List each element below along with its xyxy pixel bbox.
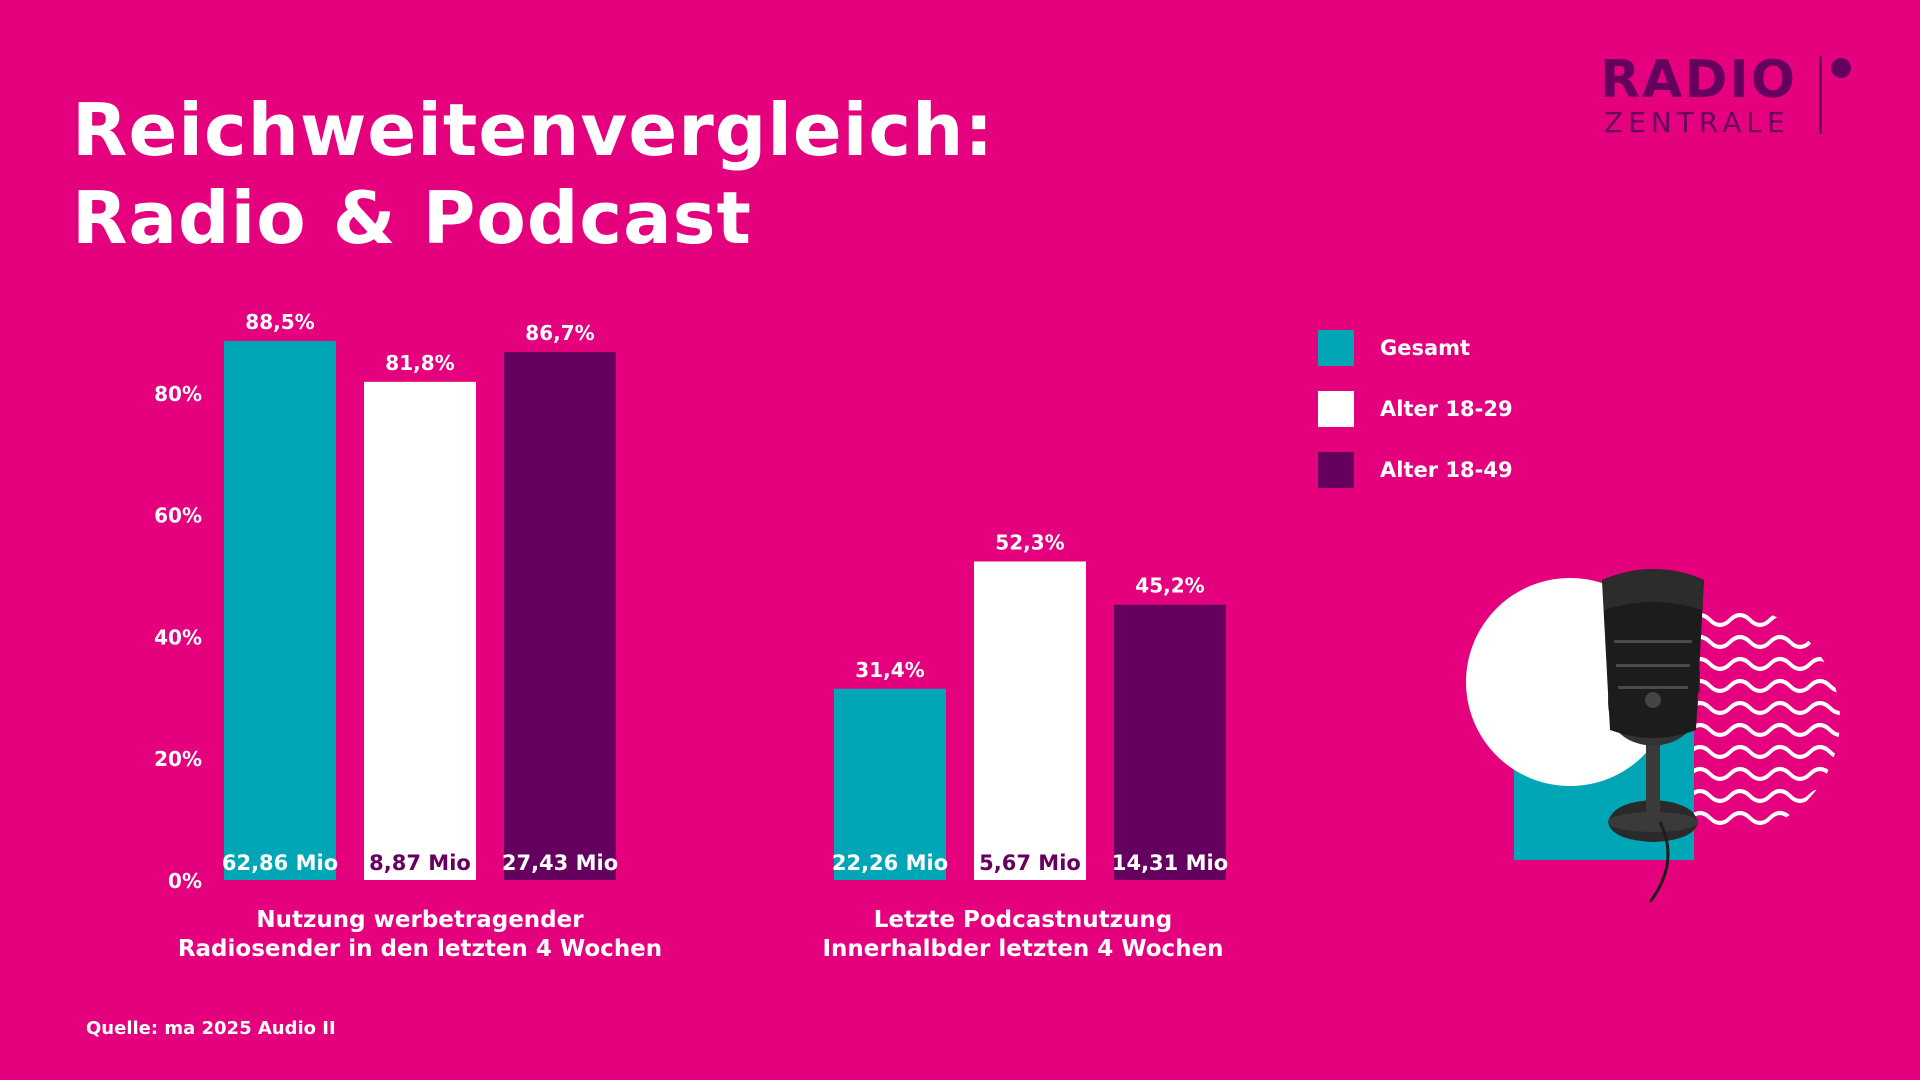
microphone-icon [1602, 569, 1704, 903]
base-label: 22,26 Mio [832, 851, 948, 875]
data-label: 88,5% [245, 310, 314, 334]
title-line-2: Radio & Podcast [72, 176, 752, 260]
category-label-podcast: Letzte Podcastnutzung Innerhalbder letzt… [743, 906, 1303, 964]
base-label: 27,43 Mio [502, 851, 618, 875]
microphone-illustration [1466, 569, 1840, 903]
category-label-podcast-line-2: Innerhalbder letzten 4 Wochen [822, 936, 1224, 962]
category-label-radio-line-1: Nutzung werbetragender [256, 907, 584, 933]
bar [364, 381, 476, 880]
y-tick-label: 0% [168, 869, 202, 893]
bar [974, 561, 1086, 880]
bar [834, 688, 946, 880]
legend-label-alter-18-49: Alter 18-49 [1380, 458, 1513, 482]
y-tick-label: 80% [154, 382, 202, 406]
data-label: 31,4% [855, 658, 924, 682]
base-label: 5,67 Mio [979, 851, 1081, 875]
logo-word-radio: RADIO [1600, 50, 1798, 110]
bar [504, 351, 616, 880]
data-label: 52,3% [995, 530, 1064, 554]
data-label: 86,7% [525, 321, 594, 345]
category-label-radio: Nutzung werbetragender Radiosender in de… [140, 906, 700, 964]
legend-swatch-alter-18-49 [1318, 452, 1354, 488]
data-label: 45,2% [1135, 574, 1204, 598]
y-tick-label: 40% [154, 625, 202, 649]
logo-divider [1819, 56, 1822, 134]
bar [1114, 604, 1226, 880]
page-title: Reichweitenvergleich: Radio & Podcast [72, 86, 994, 262]
legend-swatch-gesamt [1318, 330, 1354, 366]
logo-word-zentrale: ZENTRALE [1604, 106, 1790, 139]
legend-label-alter-18-29: Alter 18-29 [1380, 397, 1513, 421]
bar [224, 341, 336, 880]
logo-dot-icon [1831, 58, 1851, 78]
base-label: 8,87 Mio [369, 851, 471, 875]
category-label-podcast-line-1: Letzte Podcastnutzung [873, 907, 1173, 933]
y-tick-label: 20% [154, 747, 202, 771]
data-label: 81,8% [385, 351, 454, 375]
y-tick-label: 60% [154, 504, 202, 528]
category-label-radio-line-2: Radiosender in den letzten 4 Wochen [177, 936, 663, 962]
source-note: Quelle: ma 2025 Audio II [86, 1018, 336, 1039]
base-label: 62,86 Mio [222, 851, 338, 875]
legend-swatch-alter-18-29 [1318, 391, 1354, 427]
radio-zentrale-logo: RADIO ZENTRALE [1600, 52, 1880, 138]
title-line-1: Reichweitenvergleich: [72, 88, 995, 172]
legend-label-gesamt: Gesamt [1380, 336, 1471, 360]
base-label: 14,31 Mio [1112, 851, 1228, 875]
